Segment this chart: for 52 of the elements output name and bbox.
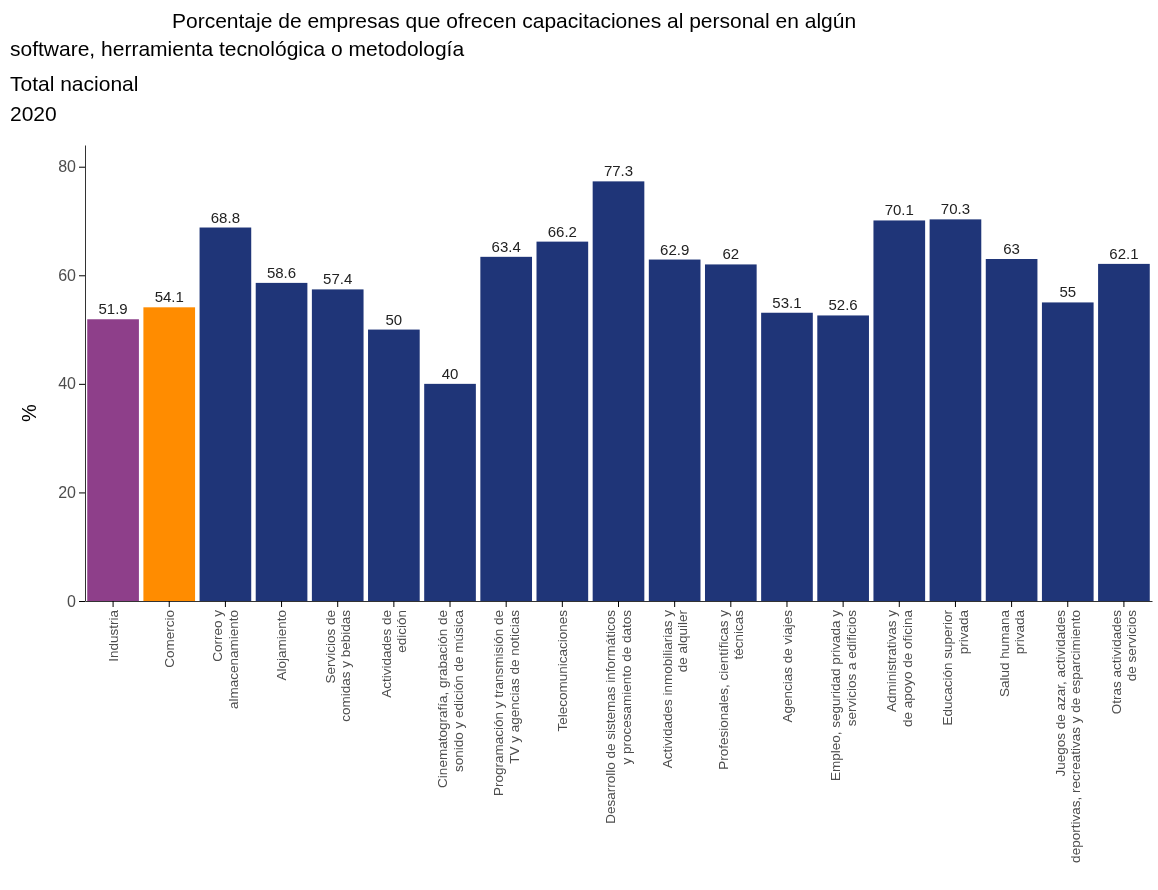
bar	[761, 312, 813, 601]
data-label: 54.1	[154, 288, 184, 306]
bar	[255, 282, 308, 601]
x-tick-label: Comercio	[161, 610, 177, 668]
x-tick-label: Correo y almacenamiento	[210, 609, 241, 710]
bar	[648, 259, 701, 601]
data-label: 52.6	[828, 296, 858, 314]
data-label: 55	[1059, 283, 1077, 301]
data-label: 53.1	[772, 293, 802, 311]
bar	[87, 319, 139, 601]
y-tick-label: 60	[58, 266, 77, 284]
data-label: 62.1	[1109, 244, 1139, 262]
data-label: 63	[1003, 240, 1020, 257]
data-label: 70.1	[884, 201, 914, 219]
bar	[873, 220, 926, 601]
data-label: 70.3	[940, 200, 971, 218]
bar	[1098, 263, 1150, 601]
y-axis-title: %	[18, 403, 40, 422]
x-tick-label: Telecomunicaciones	[555, 609, 571, 732]
x-tick-label: Industria	[105, 609, 121, 662]
data-label: 63.4	[491, 237, 521, 255]
bar	[480, 256, 533, 601]
bar	[368, 329, 420, 601]
data-label: 77.3	[603, 162, 634, 180]
data-label: 66.2	[547, 222, 577, 240]
data-label: 68.8	[210, 208, 240, 226]
bar	[929, 219, 982, 601]
data-label: 57.4	[323, 270, 353, 288]
bar	[985, 259, 1038, 601]
bar	[143, 307, 196, 601]
bar	[424, 383, 476, 601]
data-label: 40	[441, 364, 459, 382]
bar	[592, 181, 645, 601]
bar	[817, 315, 869, 601]
y-tick-label: 80	[58, 158, 77, 176]
bar	[199, 227, 252, 601]
chart-title: Porcentaje de empresas que ofrecen capacitaciones al personal en algún software, herramienta tecnológica o metodología	[10, 9, 857, 60]
data-label: 51.9	[98, 300, 128, 318]
y-tick-label: 0	[67, 592, 77, 610]
data-label: 62.9	[660, 240, 690, 258]
bar	[311, 289, 364, 601]
bar	[704, 264, 757, 601]
data-label: 62	[722, 245, 740, 263]
bar	[536, 241, 589, 601]
y-tick-label: 20	[58, 484, 77, 502]
data-label: 50	[385, 310, 403, 328]
x-tick-label: Agencias de viajes	[779, 609, 795, 723]
data-label: 58.6	[266, 263, 297, 281]
x-tick-label: Alojamiento	[274, 610, 290, 681]
bar	[1041, 302, 1094, 601]
y-tick-label: 40	[58, 375, 77, 393]
chart-subtitle: Total nacional 2020	[10, 72, 139, 125]
